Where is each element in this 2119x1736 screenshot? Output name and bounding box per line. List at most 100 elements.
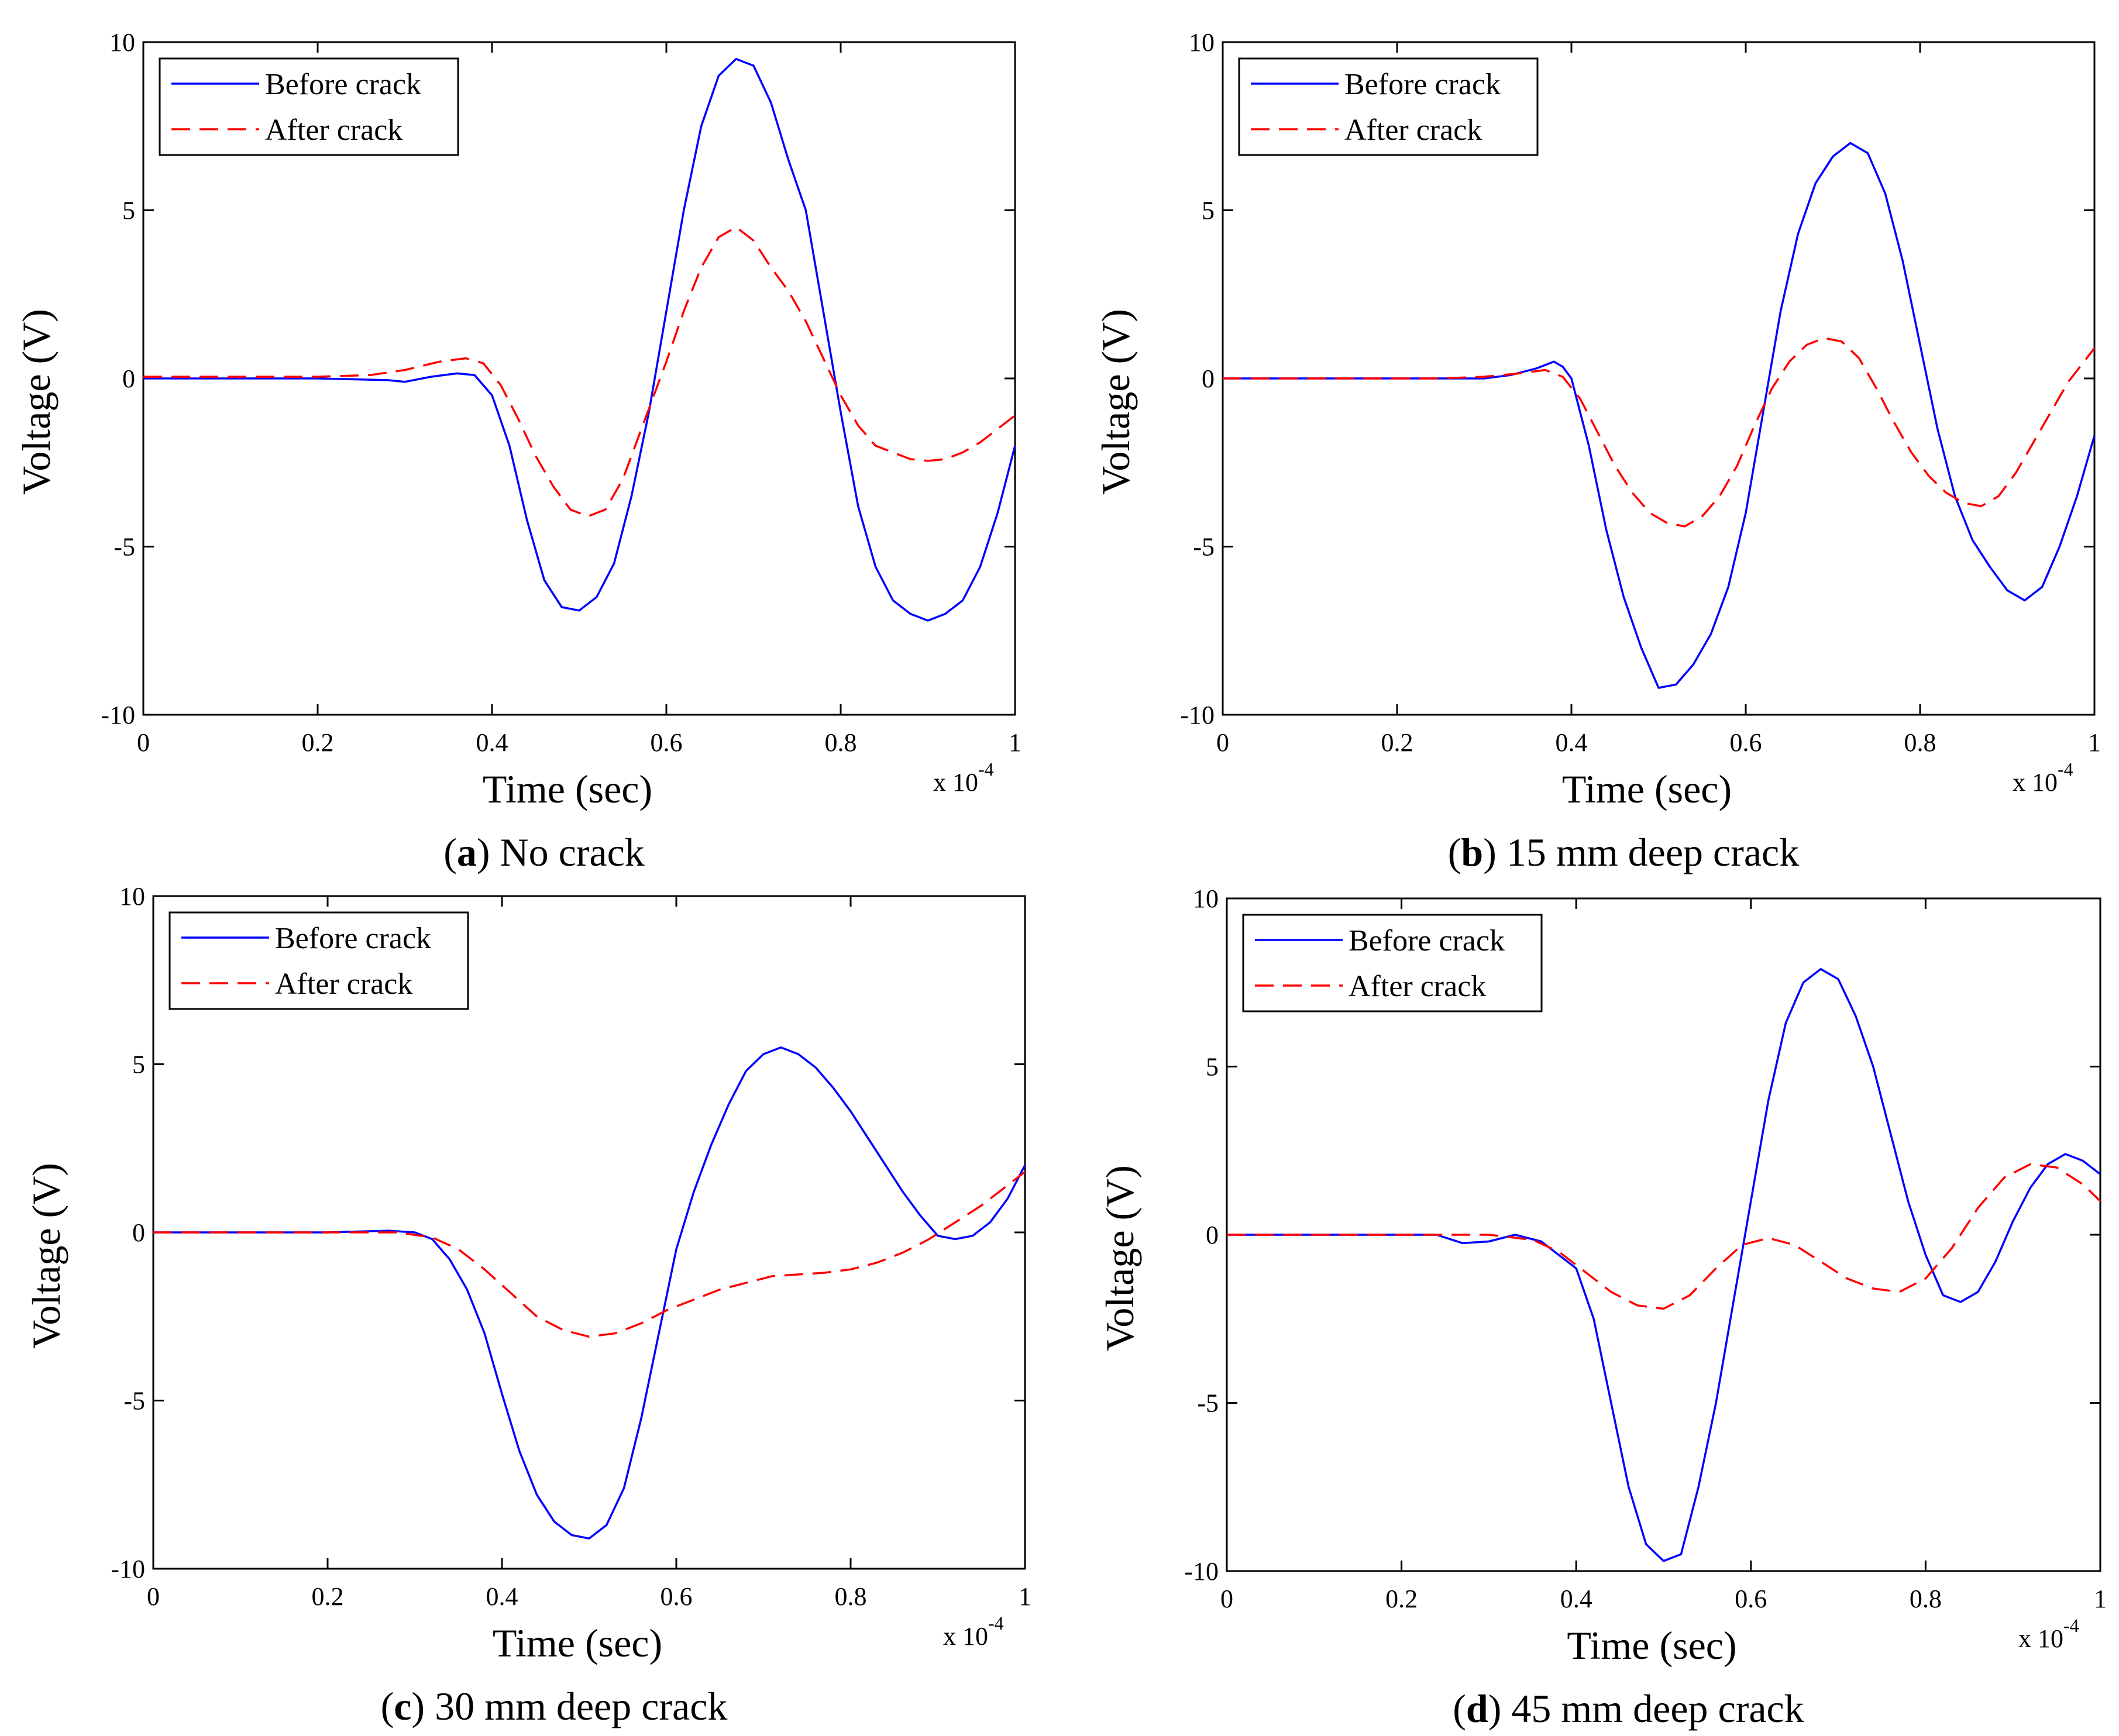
x-tick-label: 0 [1216,728,1229,757]
x-axis-label: Time (sec) [483,767,652,811]
x-multiplier-exponent: -4 [988,1613,1004,1634]
x-tick-label: 0.2 [302,728,334,757]
x-tick-label: 0.8 [835,1582,867,1611]
y-tick-label: 0 [1202,364,1215,393]
legend-box [1238,57,1539,156]
series-line-after-crack [1227,1163,2101,1310]
y-tick-label: 0 [1206,1221,1219,1249]
x-multiplier-exponent: -4 [978,759,994,780]
x-tick-label: 1 [2088,728,2101,757]
x-tick-label: 0.6 [661,1582,693,1611]
x-tick-label: 0.4 [1560,1585,1592,1613]
x-multiplier-exponent: -4 [2058,759,2073,780]
legend-label: After crack [265,113,403,147]
y-tick-label: -5 [1193,533,1215,562]
panel-caption: (b) 15 mm deep crack [1448,830,1799,874]
x-tick-label: 0.6 [1735,1585,1767,1613]
x-multiplier-label: x 10-4 [2013,759,2073,797]
series-line-after-crack [153,1171,1026,1338]
y-tick-label: -10 [1180,701,1215,729]
x-axis-label: Time (sec) [1567,1623,1736,1668]
x-tick-label: 0.6 [1730,728,1762,757]
series-line-after-crack [1223,337,2096,528]
legend-label: After crack [275,967,412,1001]
x-tick-label: 0 [147,1582,160,1611]
y-tick-label: 5 [132,1050,145,1079]
x-tick-label: 0.8 [825,728,857,757]
x-tick-label: 0.6 [651,728,683,757]
y-tick-label: 10 [109,28,135,57]
caption-paren: ( [1453,1686,1466,1731]
caption-paren: ( [443,830,457,874]
x-tick-label: 0.2 [312,1582,344,1611]
x-tick-label: 0.4 [476,728,508,757]
y-tick-label: -10 [101,701,135,729]
panel-caption: (a) No crack [443,830,645,874]
x-multiplier-exponent: -4 [2063,1615,2079,1636]
caption-letter: a [457,830,477,874]
panel-caption: (c) 30 mm deep crack [381,1684,728,1728]
legend-label: After crack [1349,970,1486,1003]
legend-box [168,911,469,1010]
legend-label: Before crack [275,922,431,955]
chart-panel-c: 0 0.2 0.4 0.6 0.8 1 -10 -5 0 5 10 Time (sec) Voltage… [24,882,1031,1728]
y-tick-label: 10 [1189,28,1215,57]
caption-text: ) 15 mm deep crack [1483,830,1799,874]
caption-letter: c [394,1684,411,1728]
chart-panel-a: 0 0.2 0.4 0.6 0.8 1 -10 -5 0 5 10 Time (sec) Voltage… [14,28,1021,874]
x-tick-label: 0.2 [1385,1585,1418,1613]
x-multiplier-label: x 10-4 [943,1613,1004,1651]
x-tick-label: 0.8 [1904,728,1936,757]
chart-panel-b: 0 0.2 0.4 0.6 0.8 1 -10 -5 0 5 10 Time (sec) Voltage… [1093,28,2101,874]
y-axis-label: Voltage (V) [1093,309,1138,495]
y-tick-label: -5 [123,1387,145,1415]
y-tick-label: 5 [122,197,135,225]
chart-panel-d: 0 0.2 0.4 0.6 0.8 1 -10 -5 0 5 10 Time (sec) Voltage… [1098,884,2107,1731]
y-axis-label: Voltage (V) [14,309,59,495]
x-multiplier-label: x 10-4 [933,759,994,797]
y-tick-label: 10 [1193,884,1219,913]
caption-paren: ( [381,1684,394,1728]
x-tick-label: 1 [1009,728,1021,757]
y-tick-label: -5 [113,533,135,562]
x-multiplier-base: x 10 [943,1622,988,1651]
x-multiplier-base: x 10 [2018,1624,2063,1653]
x-multiplier-label: x 10-4 [2018,1615,2079,1653]
series-line-before-crack [143,58,1016,622]
y-tick-label: 0 [132,1218,145,1247]
legend-box [1242,914,1543,1012]
x-tick-label: 0.4 [1556,728,1588,757]
x-tick-label: 0.8 [1910,1585,1942,1613]
legend-label: Before crack [1344,68,1501,101]
x-tick-label: 0.4 [486,1582,518,1611]
x-tick-label: 1 [2094,1585,2107,1613]
caption-text: ) 30 mm deep crack [411,1684,727,1728]
legend-label: Before crack [265,68,421,101]
x-axis-label: Time (sec) [1562,767,1732,811]
caption-paren: ( [1448,830,1461,874]
y-axis-label: Voltage (V) [1098,1165,1142,1351]
legend-label: Before crack [1349,924,1505,957]
series-line-after-crack [143,226,1016,518]
x-multiplier-base: x 10 [933,768,978,797]
x-multiplier-base: x 10 [2013,768,2058,797]
y-tick-label: 0 [122,364,135,393]
caption-text: ) No crack [477,830,645,874]
series-line-before-crack [153,1046,1026,1540]
x-tick-label: 0.2 [1381,728,1413,757]
y-tick-label: 5 [1206,1053,1219,1081]
x-tick-label: 0 [137,728,150,757]
series-line-before-crack [1223,142,2096,689]
x-axis-label: Time (sec) [493,1621,662,1665]
y-tick-label: 10 [119,882,145,911]
legend-box [159,57,459,156]
y-tick-label: -10 [1184,1557,1219,1586]
legend-label: After crack [1344,113,1482,147]
series-line-before-crack [1227,968,2101,1562]
y-tick-label: -5 [1197,1389,1219,1418]
x-tick-label: 0 [1220,1585,1233,1613]
caption-text: ) 45 mm deep crack [1488,1686,1804,1731]
y-tick-label: -10 [111,1555,145,1583]
